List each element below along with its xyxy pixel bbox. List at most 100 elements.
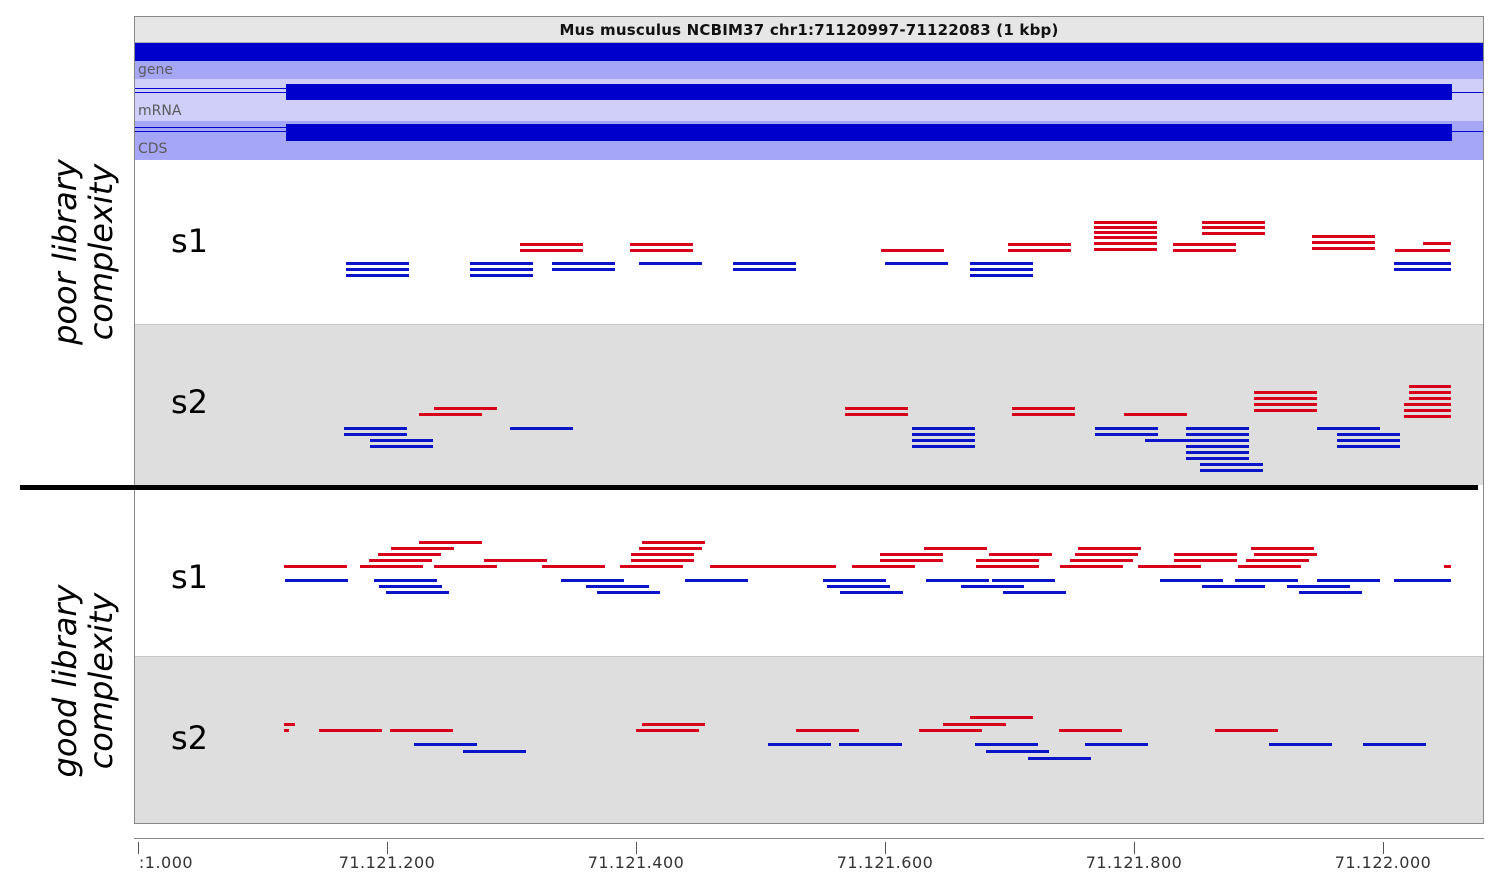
read-reverse[interactable] <box>912 439 975 442</box>
read-reverse[interactable] <box>1269 743 1332 746</box>
read-forward[interactable] <box>434 565 497 568</box>
read-forward[interactable] <box>1070 559 1133 562</box>
read-forward[interactable] <box>989 553 1052 556</box>
read-forward[interactable] <box>1174 553 1237 556</box>
coordinate-axis[interactable]: :1.000 71.121.200 71.121.400 71.121.600 … <box>134 838 1484 884</box>
read-forward[interactable] <box>419 541 482 544</box>
read-reverse[interactable] <box>470 262 533 265</box>
read-forward[interactable] <box>976 565 1039 568</box>
read-forward[interactable] <box>630 249 693 252</box>
track-mrna[interactable]: mRNA <box>134 101 1484 121</box>
read-reverse[interactable] <box>639 262 702 265</box>
read-forward[interactable] <box>360 565 423 568</box>
read-reverse[interactable] <box>344 433 407 436</box>
read-forward[interactable] <box>1395 249 1450 252</box>
read-forward[interactable] <box>1124 413 1187 416</box>
read-reverse[interactable] <box>992 579 1055 582</box>
read-forward[interactable] <box>1202 232 1265 235</box>
read-forward[interactable] <box>631 553 694 556</box>
read-reverse[interactable] <box>1028 757 1091 760</box>
read-reverse[interactable] <box>1186 457 1249 460</box>
read-forward[interactable] <box>284 723 295 726</box>
read-forward[interactable] <box>631 559 694 562</box>
read-reverse[interactable] <box>1186 451 1249 454</box>
read-reverse[interactable] <box>1287 585 1350 588</box>
read-reverse[interactable] <box>970 274 1033 277</box>
read-forward[interactable] <box>630 243 693 246</box>
read-forward[interactable] <box>919 729 982 732</box>
read-reverse[interactable] <box>346 268 409 271</box>
read-reverse[interactable] <box>414 743 477 746</box>
read-forward[interactable] <box>319 729 382 732</box>
read-reverse[interactable] <box>912 427 975 430</box>
read-reverse[interactable] <box>733 262 796 265</box>
read-forward[interactable] <box>369 559 432 562</box>
read-forward[interactable] <box>976 559 1039 562</box>
read-reverse[interactable] <box>1186 427 1249 430</box>
read-reverse[interactable] <box>1317 427 1380 430</box>
read-reverse[interactable] <box>1394 579 1451 582</box>
read-reverse[interactable] <box>346 274 409 277</box>
read-forward[interactable] <box>1094 226 1157 229</box>
read-forward[interactable] <box>1008 243 1071 246</box>
read-forward[interactable] <box>1215 729 1278 732</box>
read-forward[interactable] <box>620 565 683 568</box>
read-forward[interactable] <box>1444 565 1451 568</box>
read-forward[interactable] <box>1060 565 1123 568</box>
read-reverse[interactable] <box>1095 427 1158 430</box>
read-reverse[interactable] <box>470 274 533 277</box>
read-forward[interactable] <box>390 729 453 732</box>
read-reverse[interactable] <box>840 591 903 594</box>
read-reverse[interactable] <box>1003 591 1066 594</box>
read-reverse[interactable] <box>510 427 573 430</box>
read-forward[interactable] <box>1094 221 1157 224</box>
read-reverse[interactable] <box>912 433 975 436</box>
read-forward[interactable] <box>773 565 836 568</box>
read-reverse[interactable] <box>961 585 1024 588</box>
read-reverse[interactable] <box>926 579 989 582</box>
read-reverse[interactable] <box>1337 439 1400 442</box>
read-forward[interactable] <box>1312 247 1375 250</box>
read-forward[interactable] <box>1202 226 1265 229</box>
read-forward[interactable] <box>1246 559 1309 562</box>
read-forward[interactable] <box>1202 221 1265 224</box>
read-forward[interactable] <box>419 413 482 416</box>
read-forward[interactable] <box>880 553 943 556</box>
read-reverse[interactable] <box>1095 433 1158 436</box>
read-reverse[interactable] <box>463 750 526 753</box>
read-reverse[interactable] <box>1363 743 1426 746</box>
read-forward[interactable] <box>1094 236 1157 239</box>
read-forward[interactable] <box>284 729 289 732</box>
read-forward[interactable] <box>1312 241 1375 244</box>
read-forward[interactable] <box>924 547 987 550</box>
read-reverse[interactable] <box>839 743 902 746</box>
read-reverse[interactable] <box>597 591 660 594</box>
read-forward[interactable] <box>1008 249 1071 252</box>
read-reverse[interactable] <box>1186 439 1249 442</box>
read-reverse[interactable] <box>586 585 649 588</box>
read-reverse[interactable] <box>975 743 1038 746</box>
read-forward[interactable] <box>796 729 859 732</box>
read-reverse[interactable] <box>912 445 975 448</box>
read-reverse[interactable] <box>1085 743 1148 746</box>
read-forward[interactable] <box>1404 403 1451 406</box>
read-reverse[interactable] <box>733 268 796 271</box>
read-forward[interactable] <box>852 565 915 568</box>
read-forward[interactable] <box>639 547 702 550</box>
read-forward[interactable] <box>1094 248 1157 251</box>
read-forward[interactable] <box>1409 385 1451 388</box>
read-reverse[interactable] <box>370 445 433 448</box>
read-reverse[interactable] <box>1186 445 1249 448</box>
read-reverse[interactable] <box>552 268 615 271</box>
read-reverse[interactable] <box>552 262 615 265</box>
read-forward[interactable] <box>391 547 454 550</box>
read-forward[interactable] <box>1254 403 1317 406</box>
read-reverse[interactable] <box>386 591 449 594</box>
read-reverse[interactable] <box>470 268 533 271</box>
gene-feature-bar[interactable] <box>286 84 1452 100</box>
read-forward[interactable] <box>520 249 583 252</box>
read-forward[interactable] <box>1094 231 1157 234</box>
read-reverse[interactable] <box>346 262 409 265</box>
read-forward[interactable] <box>1409 391 1451 394</box>
read-forward[interactable] <box>1404 415 1451 418</box>
